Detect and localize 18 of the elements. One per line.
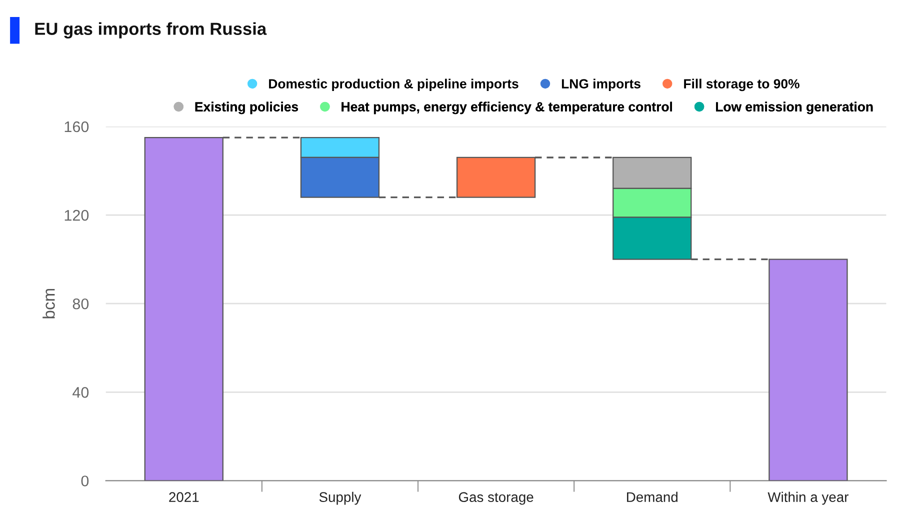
x-tick-label: 2021 [169,492,199,502]
legend-label: LNG imports [562,78,640,92]
x-tick-label: Supply [319,492,362,505]
legend-label: Heat pumps, energy efficiency & temperature control [342,102,672,114]
x-tick-label: Within a year [768,492,848,505]
legend-label: Low emission generation [716,102,873,114]
y-axis-title: bcm [42,288,55,318]
legend-label: Existing policies [195,102,298,114]
x-tick-label: Gas storage [458,492,534,505]
chart-title: EU gas imports from Russia [35,22,267,38]
legend-label: Fill storage to 90% [684,78,800,92]
y-tick-label: 0 [81,476,89,486]
legend-label: Domestic production & pipeline imports [269,78,518,92]
y-tick-label: 120 [64,210,89,221]
y-tick-label: 80 [72,298,89,310]
x-tick-label: Demand [627,492,678,502]
y-tick-label: 160 [64,121,89,132]
y-tick-label: 40 [72,387,89,398]
